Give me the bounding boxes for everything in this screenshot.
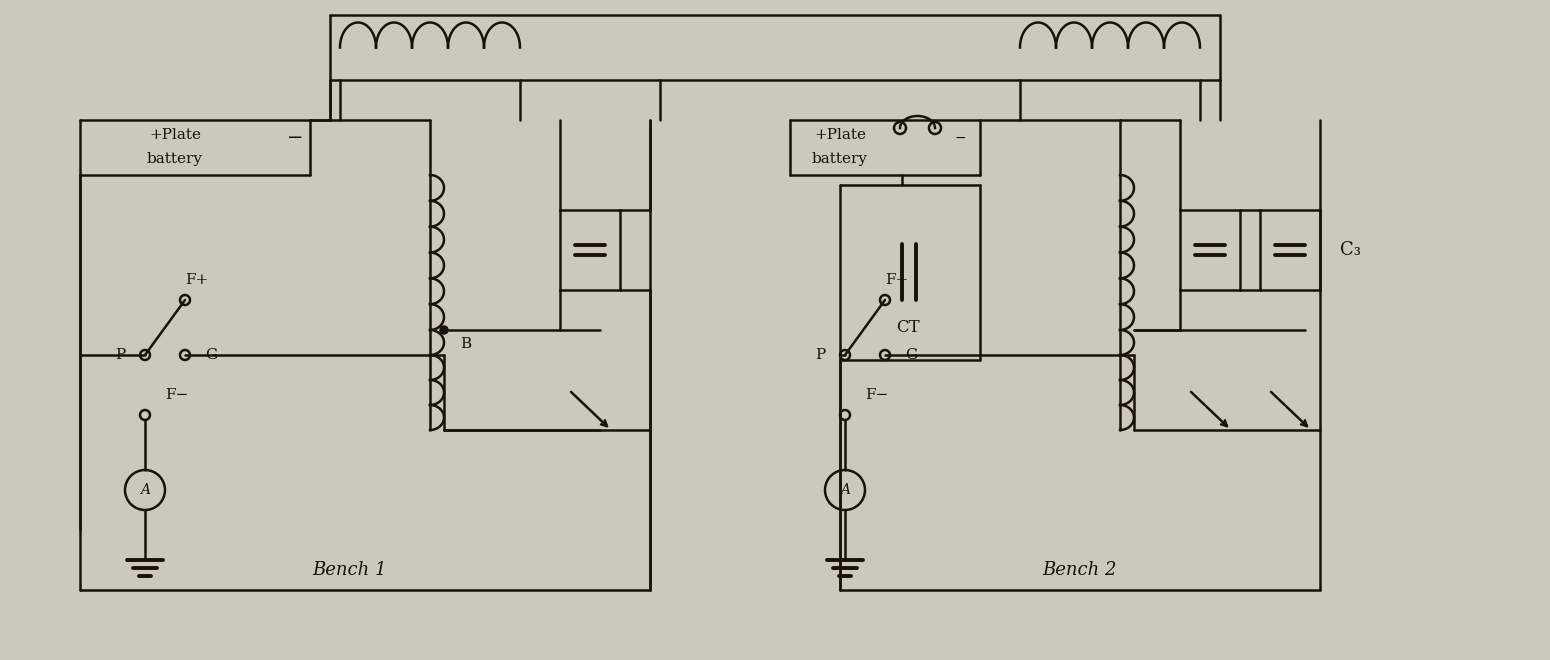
Text: P: P xyxy=(115,348,126,362)
Text: battery: battery xyxy=(812,152,868,166)
Text: CT: CT xyxy=(896,319,919,335)
Text: G: G xyxy=(205,348,217,362)
Text: F−: F− xyxy=(164,388,188,402)
Text: Bench 2: Bench 2 xyxy=(1043,561,1118,579)
Circle shape xyxy=(440,326,448,334)
Text: G: G xyxy=(905,348,918,362)
Text: −: − xyxy=(287,129,304,147)
Text: F−: F− xyxy=(865,388,888,402)
Text: F+: F+ xyxy=(184,273,208,287)
Text: P: P xyxy=(815,348,825,362)
Text: −: − xyxy=(955,131,966,145)
Text: +Plate: +Plate xyxy=(814,128,866,142)
Text: +Plate: +Plate xyxy=(149,128,202,142)
Text: battery: battery xyxy=(147,152,203,166)
Text: B: B xyxy=(460,337,471,351)
Text: C₃: C₃ xyxy=(1341,241,1361,259)
Text: A: A xyxy=(840,483,849,497)
Text: A: A xyxy=(140,483,150,497)
Text: Bench 1: Bench 1 xyxy=(313,561,388,579)
Text: F+: F+ xyxy=(885,273,908,287)
